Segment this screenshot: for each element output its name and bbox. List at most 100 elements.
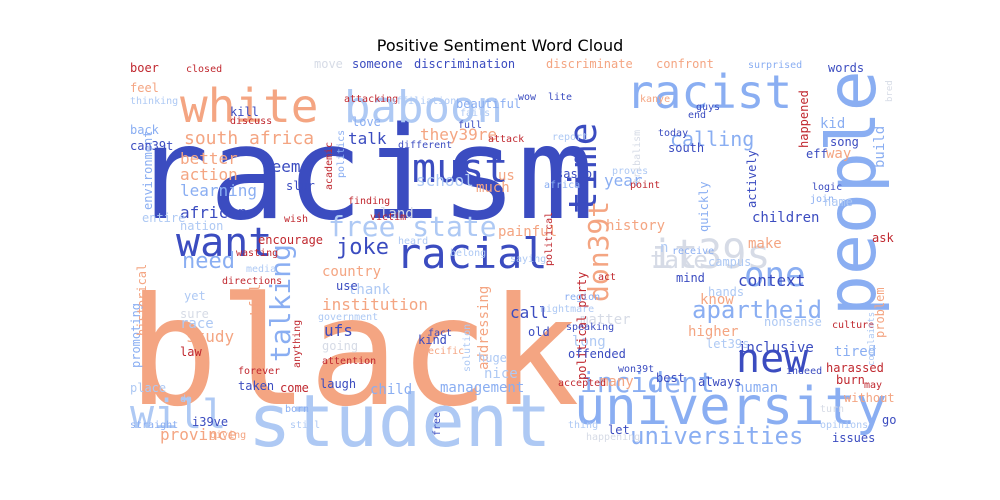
word-without: without bbox=[844, 391, 895, 405]
word-born: born bbox=[285, 404, 309, 415]
word-inclusive: inclusive bbox=[738, 340, 814, 356]
word-going: going bbox=[322, 339, 358, 353]
word-fact: fact bbox=[428, 328, 452, 339]
word-best: best bbox=[656, 371, 685, 385]
word-ask: ask bbox=[872, 231, 894, 245]
word-kanye: kanye bbox=[640, 94, 670, 105]
word-children: children bbox=[752, 210, 819, 226]
word-take: take bbox=[650, 246, 708, 274]
word-discuss: discuss bbox=[230, 116, 272, 127]
word-entire: entire bbox=[142, 211, 185, 225]
word-receive: receive bbox=[672, 246, 714, 257]
word-it39s: it39s bbox=[650, 232, 770, 278]
word-race: race bbox=[180, 316, 214, 332]
word-move: move bbox=[314, 57, 343, 71]
word-mind: mind bbox=[676, 271, 705, 285]
word-thing: thing bbox=[568, 420, 598, 431]
word-beautiful: beautiful bbox=[456, 97, 521, 111]
word-build: build bbox=[872, 126, 888, 168]
word-sure: sure bbox=[180, 307, 209, 321]
word-politics: politics bbox=[336, 130, 347, 178]
word-finding: finding bbox=[348, 196, 390, 207]
word-respectful: respectful bbox=[248, 284, 264, 368]
word-love: love bbox=[352, 115, 381, 129]
word-south-africa: south africa bbox=[184, 128, 314, 149]
word-environment: environment bbox=[141, 131, 155, 210]
word-student: student bbox=[248, 379, 551, 463]
word-racial: racial bbox=[396, 229, 548, 278]
word-thinking: thinking bbox=[130, 96, 178, 107]
word-country: country bbox=[322, 264, 381, 280]
word-land: land bbox=[380, 206, 414, 222]
word-political-party: political party bbox=[575, 272, 589, 380]
word-today: today bbox=[658, 128, 688, 139]
word-institution: institution bbox=[322, 295, 428, 314]
word-higher: higher bbox=[688, 324, 739, 340]
word-want: want bbox=[176, 220, 272, 266]
word-context: context bbox=[738, 271, 805, 290]
word-incident: incident bbox=[580, 366, 715, 399]
word-wow: wow bbox=[518, 92, 537, 103]
word-nightmare: nightmare bbox=[540, 304, 594, 315]
word-come: come bbox=[280, 381, 309, 395]
word-full: full bbox=[458, 120, 482, 131]
word-opinions: opinions bbox=[820, 420, 868, 431]
word-province: province bbox=[160, 425, 237, 444]
word-racism: racism bbox=[132, 100, 594, 249]
word-seem: seem bbox=[262, 157, 301, 176]
word-media: media bbox=[246, 264, 276, 275]
word-old: old bbox=[528, 325, 550, 339]
word-academic: academic bbox=[324, 142, 335, 190]
word-slur: slur bbox=[286, 179, 315, 193]
word-indeed: indeed bbox=[786, 366, 822, 377]
word-may: may bbox=[864, 380, 882, 391]
word-time: time bbox=[561, 122, 605, 214]
word-confront: confront bbox=[656, 57, 714, 71]
word-make: make bbox=[748, 236, 782, 252]
word-harassed: harassed bbox=[826, 361, 884, 375]
word-us: us bbox=[498, 168, 515, 184]
word-free-state: free state bbox=[328, 210, 497, 243]
word-racist: racist bbox=[626, 65, 792, 119]
word-culture: culture bbox=[832, 320, 874, 331]
word-better: better bbox=[180, 149, 238, 168]
word-talk: talk bbox=[348, 129, 387, 148]
word-always: always bbox=[698, 375, 741, 389]
word-encourage: encourage bbox=[258, 233, 323, 247]
word-actively: actively bbox=[745, 150, 759, 208]
word-name: name bbox=[824, 195, 853, 209]
word-government: government bbox=[318, 312, 378, 323]
word-wish: wish bbox=[284, 214, 308, 225]
word-feel: feel bbox=[130, 81, 159, 95]
word-free: free bbox=[432, 412, 443, 436]
word-promoting: promoting bbox=[129, 303, 143, 368]
word-offended: offended bbox=[568, 347, 626, 361]
word-african: african bbox=[180, 203, 247, 222]
word-lite: lite bbox=[548, 92, 572, 103]
word-n: n bbox=[660, 240, 668, 256]
word-baboon: baboon bbox=[344, 82, 503, 133]
word-attack: attack bbox=[488, 134, 524, 145]
word-year: year bbox=[604, 171, 643, 190]
word-matter: matter bbox=[580, 312, 631, 328]
word-song: song bbox=[830, 135, 859, 149]
word-political: political bbox=[544, 212, 555, 266]
word-must: must bbox=[412, 146, 508, 192]
word-discrimination: discrimination bbox=[414, 57, 515, 71]
word-tribalism: tribalism bbox=[632, 130, 643, 184]
word-they39re: they39re bbox=[420, 125, 497, 144]
word-still: still bbox=[290, 420, 320, 431]
word-let39s: let39s bbox=[706, 337, 749, 351]
word-law: law bbox=[180, 345, 202, 359]
word-taken: taken bbox=[238, 379, 274, 393]
word-many: many bbox=[600, 374, 634, 390]
word-human: human bbox=[736, 380, 778, 396]
word-call: call bbox=[510, 303, 549, 322]
word-hands: hands bbox=[708, 285, 744, 299]
word-long: long bbox=[572, 334, 606, 350]
word-i39ve: i39ve bbox=[192, 415, 228, 429]
word-affiliation: affiliation bbox=[390, 96, 456, 107]
word-belong: belong bbox=[450, 248, 486, 259]
word-child: child bbox=[370, 382, 412, 398]
